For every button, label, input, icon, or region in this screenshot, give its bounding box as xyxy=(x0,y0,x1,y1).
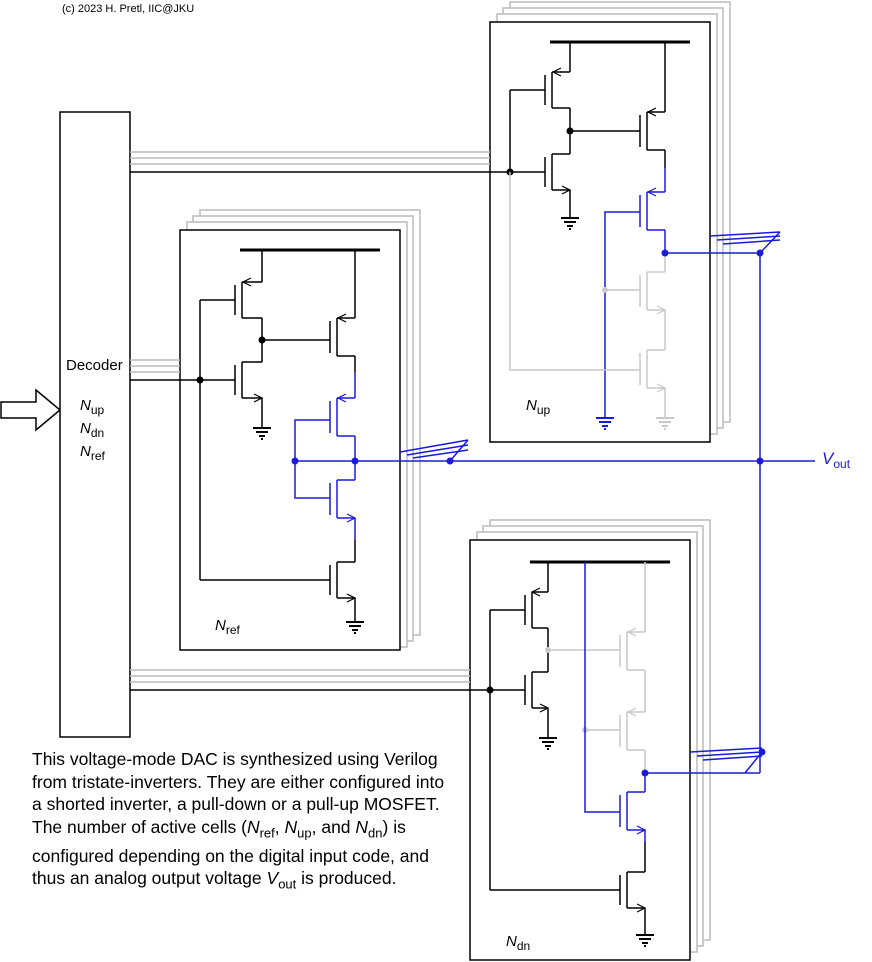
decoder-output-nref: Nref xyxy=(80,443,106,463)
cell-dn-box xyxy=(469,539,691,961)
cell-dn-wiring xyxy=(130,560,670,935)
junction-dot xyxy=(661,249,669,257)
description-text: This voltage-mode DAC is synthesized usi… xyxy=(32,749,445,892)
junction-dot xyxy=(545,647,551,653)
cell-ref-gray-bus xyxy=(130,359,180,373)
junction-dot xyxy=(756,457,764,465)
junction-dot xyxy=(486,686,494,694)
cell-up-inactive xyxy=(509,172,667,418)
junction-dot xyxy=(446,457,454,465)
cell-up-box xyxy=(489,21,711,443)
vout-net xyxy=(460,253,815,773)
cell-up-output-bus xyxy=(709,231,781,254)
junction-dot xyxy=(196,376,204,384)
input-arrow-icon xyxy=(0,388,62,432)
junction-dot xyxy=(258,336,266,344)
cell-dn-inactive xyxy=(548,562,646,773)
junction-dot xyxy=(351,457,359,465)
decoder-block xyxy=(59,111,131,738)
cell-up-gray-bus xyxy=(130,151,490,165)
cell-up-arrows xyxy=(551,67,657,195)
cell-dn-label: Ndn xyxy=(506,933,530,953)
decoder-output-ndn: Ndn xyxy=(80,420,104,440)
cell-ref-box xyxy=(179,229,401,651)
junction-dot xyxy=(291,457,299,465)
junction-dot xyxy=(566,127,574,135)
cell-dn-arrows xyxy=(530,587,647,913)
junction-dot xyxy=(641,769,649,777)
cell-dn-active-nmos xyxy=(584,562,760,842)
decoder-output-nup: Nup xyxy=(80,397,105,417)
cell-up-wiring xyxy=(130,40,690,218)
cell-ref-arrows xyxy=(241,277,357,603)
cell-up-label: Nup xyxy=(526,397,551,417)
cell-up-active-pmos xyxy=(604,168,760,418)
junction-dot xyxy=(602,287,608,293)
cell-ref-output-bus xyxy=(399,439,469,462)
copyright-text: (c) 2023 H. Pretl, IIC@JKU xyxy=(62,3,194,15)
decoder-title: Decoder xyxy=(66,357,123,374)
cell-ref-label: Nref xyxy=(215,617,241,637)
cell-dn-gray-bus xyxy=(130,669,470,683)
cell-ref-wiring xyxy=(130,248,380,622)
vout-label: Vout xyxy=(822,449,851,471)
cell-dn-output-bus xyxy=(689,747,763,774)
